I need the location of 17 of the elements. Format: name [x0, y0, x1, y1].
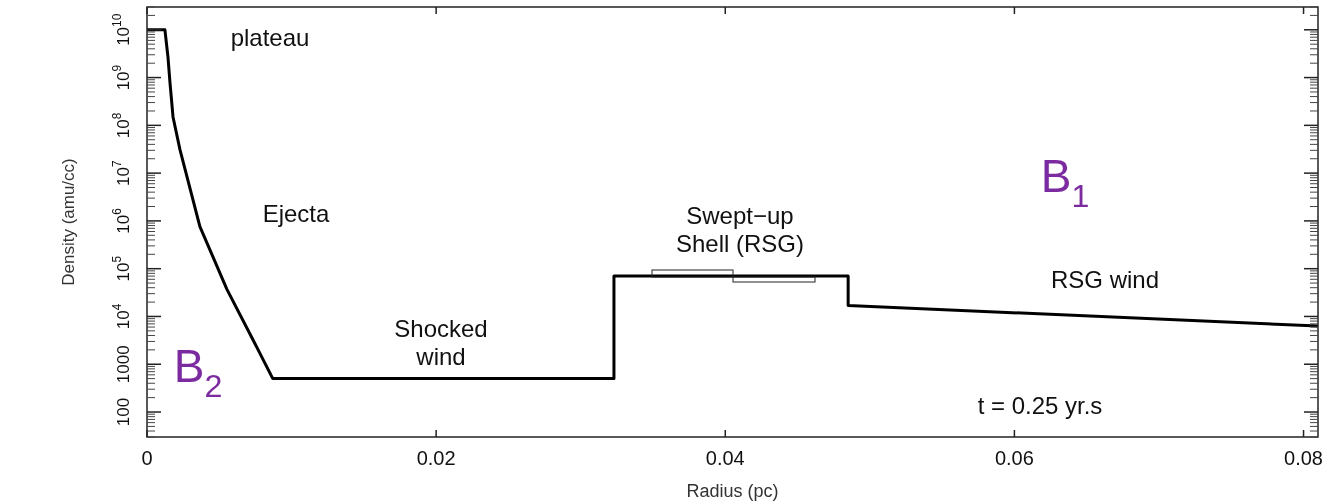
annotation: Ejecta	[262, 200, 330, 228]
annotation: t = 0.25 yr.s	[977, 392, 1103, 420]
x-tick-label: 0	[141, 447, 153, 469]
annotation: B$_{1}$	[1040, 150, 1090, 214]
x-axis-title: Radius (pc)	[686, 481, 779, 501]
x-tick-label: 0.04	[705, 447, 745, 469]
annotation: plateau	[230, 24, 310, 52]
y-tick-label: 100	[114, 397, 134, 427]
annotation: Shocked wind	[394, 315, 488, 371]
annotation: RSG wind	[1050, 266, 1160, 294]
y-tick-label: 1000	[114, 345, 134, 384]
y-axis-title: Density (amu/cc)	[59, 158, 79, 286]
x-tick-label: 0.02	[416, 447, 456, 469]
x-tick-label: 0.08	[1284, 447, 1324, 469]
x-tick-label: 0.06	[994, 447, 1034, 469]
annotation: Swept−up Shell (RSG)	[675, 202, 805, 258]
annotation: B$_{2}$	[173, 340, 223, 404]
